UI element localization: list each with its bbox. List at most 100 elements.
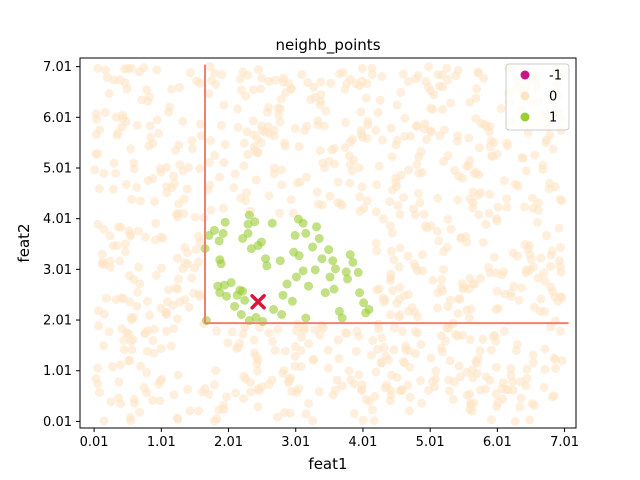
x-axis: 0.01 1.01 2.01 3.01 4.01 5.01 6.01 7.01 (80, 428, 579, 450)
data-point-class-0 (352, 326, 362, 336)
data-point-class-0 (347, 166, 357, 176)
data-point-class-0 (417, 398, 427, 408)
data-point-class-0 (169, 171, 179, 181)
data-point-class-0 (443, 151, 453, 161)
data-point-class-0 (316, 90, 326, 100)
data-point-class-0 (376, 358, 386, 368)
data-point-class-1 (298, 266, 308, 276)
data-point-class-0 (454, 361, 464, 371)
data-point-class-0 (473, 68, 483, 78)
data-point-class-0 (109, 158, 119, 168)
data-point-class-0 (223, 338, 233, 348)
x-tick-label: 2.01 (214, 435, 243, 450)
data-point-class-0 (486, 136, 496, 146)
data-point-class-0 (513, 181, 523, 191)
data-point-class-0 (144, 141, 154, 151)
data-point-class-0 (541, 231, 551, 241)
data-point-class-0 (166, 341, 176, 351)
data-point-class-0 (510, 416, 520, 426)
data-point-class-0 (175, 160, 185, 170)
data-point-class-0 (465, 97, 475, 107)
data-point-class-1 (301, 228, 311, 238)
data-point-class-0 (546, 261, 556, 271)
data-point-class-0 (267, 336, 277, 346)
data-point-class-0 (253, 402, 263, 412)
data-point-class-0 (240, 322, 250, 332)
data-point-class-0 (528, 193, 538, 203)
data-point-class-0 (133, 226, 143, 236)
data-point-class-0 (190, 263, 200, 273)
data-point-class-0 (346, 375, 356, 385)
data-point-class-0 (341, 117, 351, 127)
data-point-class-0 (515, 402, 525, 412)
data-point-class-0 (394, 312, 404, 322)
data-point-class-0 (464, 133, 474, 143)
data-point-class-0 (280, 346, 290, 356)
data-point-class-0 (276, 165, 286, 175)
data-point-class-0 (291, 326, 301, 336)
data-point-class-0 (403, 251, 413, 261)
data-point-class-0 (385, 220, 395, 230)
data-point-class-0 (196, 131, 206, 141)
data-point-class-0 (371, 207, 381, 217)
data-point-class-0 (288, 208, 298, 218)
data-point-class-0 (232, 343, 242, 353)
data-point-class-0 (429, 90, 439, 100)
data-point-class-0 (302, 172, 312, 182)
data-point-class-0 (401, 345, 411, 355)
data-point-class-0 (387, 152, 397, 162)
data-point-class-0 (481, 372, 491, 382)
y-tick-label: 4.01 (43, 212, 72, 227)
data-point-class-0 (276, 94, 286, 104)
data-point-class-0 (309, 82, 319, 92)
data-point-class-0 (405, 392, 415, 402)
data-point-class-0 (182, 184, 192, 194)
data-point-class-0 (502, 138, 512, 148)
data-point-class-0 (544, 184, 554, 194)
data-point-class-0 (398, 326, 408, 336)
data-point-class-0 (172, 253, 182, 263)
data-point-class-0 (528, 203, 538, 213)
data-point-class-0 (100, 108, 110, 118)
data-point-class-0 (386, 269, 396, 279)
data-point-class-0 (458, 173, 468, 183)
data-point-class-0 (152, 115, 162, 125)
data-point-class-0 (151, 270, 161, 280)
data-point-class-0 (206, 205, 216, 215)
data-point-class-0 (99, 416, 109, 426)
data-point-class-0 (520, 202, 530, 212)
data-point-class-0 (248, 116, 258, 126)
data-point-class-0 (323, 363, 333, 373)
data-point-class-0 (539, 383, 549, 393)
data-point-class-0 (449, 377, 459, 387)
data-point-class-0 (416, 147, 426, 157)
data-point-class-0 (472, 368, 482, 378)
data-point-class-0 (367, 63, 377, 73)
data-point-class-0 (323, 345, 333, 355)
data-point-class-0 (556, 243, 566, 253)
x-axis-label: feat1 (308, 455, 347, 473)
data-point-class-0 (536, 253, 546, 263)
x-tick-label: 4.01 (348, 435, 377, 450)
data-point-class-0 (273, 103, 283, 113)
data-point-class-0 (525, 415, 535, 425)
data-point-class-0 (334, 354, 344, 364)
data-point-class-0 (473, 190, 483, 200)
data-point-class-0 (345, 74, 355, 84)
data-point-class-0 (367, 405, 377, 415)
data-point-class-0 (454, 294, 464, 304)
data-point-class-0 (113, 128, 123, 138)
data-point-class-0 (426, 103, 436, 113)
data-point-class-0 (377, 72, 387, 82)
boundary-lines (204, 64, 569, 325)
data-point-class-0 (144, 310, 154, 320)
data-point-class-0 (192, 76, 202, 86)
data-point-class-0 (372, 246, 382, 256)
data-point-class-0 (385, 276, 395, 286)
data-point-class-0 (535, 306, 545, 316)
data-point-class-0 (274, 110, 284, 120)
data-point-class-1 (348, 257, 358, 267)
data-point-class-0 (99, 168, 109, 178)
data-point-class-0 (117, 324, 127, 334)
data-point-class-0 (184, 302, 194, 312)
